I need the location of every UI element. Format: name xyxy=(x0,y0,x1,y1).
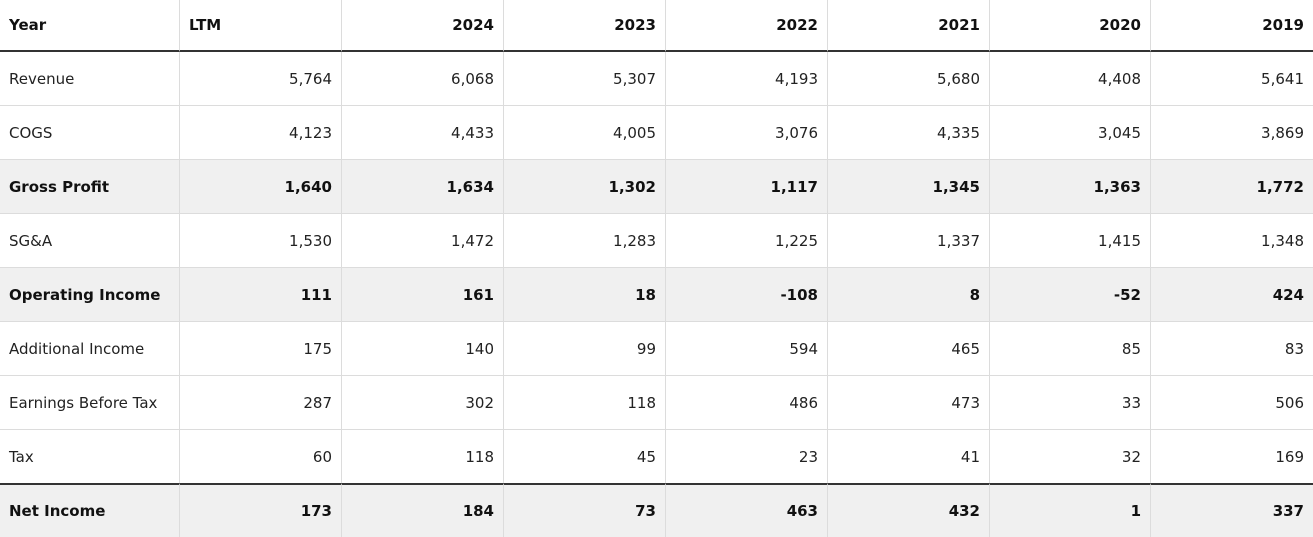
value-cell: 99 xyxy=(504,322,666,376)
header-cell: 2023 xyxy=(504,0,666,52)
value-cell: 18 xyxy=(504,268,666,322)
row-label: Tax xyxy=(0,430,180,484)
value-cell: 432 xyxy=(828,483,990,537)
value-cell: 175 xyxy=(180,322,342,376)
value-cell: 1,472 xyxy=(342,214,504,268)
value-cell: 85 xyxy=(990,322,1151,376)
value-cell: 1,772 xyxy=(1151,160,1313,214)
value-cell: 8 xyxy=(828,268,990,322)
value-cell: 118 xyxy=(342,430,504,484)
row-label: COGS xyxy=(0,106,180,160)
header-cell: 2022 xyxy=(666,0,828,52)
header-cell: Year xyxy=(0,0,180,52)
value-cell: 5,680 xyxy=(828,52,990,106)
value-cell: 4,408 xyxy=(990,52,1151,106)
value-cell: 1,337 xyxy=(828,214,990,268)
value-cell: 118 xyxy=(504,376,666,430)
value-cell: 111 xyxy=(180,268,342,322)
value-cell: 5,641 xyxy=(1151,52,1313,106)
value-cell: 1,415 xyxy=(990,214,1151,268)
value-cell: 1,640 xyxy=(180,160,342,214)
row-label: SG&A xyxy=(0,214,180,268)
value-cell: 337 xyxy=(1151,483,1313,537)
value-cell: 1,283 xyxy=(504,214,666,268)
value-cell: 1,530 xyxy=(180,214,342,268)
header-cell: LTM xyxy=(180,0,342,52)
row-label: Net Income xyxy=(0,483,180,537)
value-cell: 6,068 xyxy=(342,52,504,106)
value-cell: 1,363 xyxy=(990,160,1151,214)
value-cell: 4,123 xyxy=(180,106,342,160)
value-cell: 594 xyxy=(666,322,828,376)
value-cell: 33 xyxy=(990,376,1151,430)
value-cell: 1,348 xyxy=(1151,214,1313,268)
value-cell: 1,634 xyxy=(342,160,504,214)
value-cell: 473 xyxy=(828,376,990,430)
value-cell: 302 xyxy=(342,376,504,430)
value-cell: -52 xyxy=(990,268,1151,322)
value-cell: 4,193 xyxy=(666,52,828,106)
value-cell: 184 xyxy=(342,483,504,537)
value-cell: 506 xyxy=(1151,376,1313,430)
header-cell: 2021 xyxy=(828,0,990,52)
value-cell: 60 xyxy=(180,430,342,484)
value-cell: 173 xyxy=(180,483,342,537)
value-cell: 1,117 xyxy=(666,160,828,214)
value-cell: 465 xyxy=(828,322,990,376)
row-label: Earnings Before Tax xyxy=(0,376,180,430)
value-cell: 32 xyxy=(990,430,1151,484)
value-cell: 41 xyxy=(828,430,990,484)
value-cell: 83 xyxy=(1151,322,1313,376)
value-cell: 1 xyxy=(990,483,1151,537)
value-cell: 3,045 xyxy=(990,106,1151,160)
value-cell: 73 xyxy=(504,483,666,537)
value-cell: 45 xyxy=(504,430,666,484)
value-cell: 1,302 xyxy=(504,160,666,214)
value-cell: 140 xyxy=(342,322,504,376)
value-cell: 486 xyxy=(666,376,828,430)
value-cell: 4,335 xyxy=(828,106,990,160)
value-cell: 169 xyxy=(1151,430,1313,484)
row-label: Operating Income xyxy=(0,268,180,322)
value-cell: 5,764 xyxy=(180,52,342,106)
header-cell: 2024 xyxy=(342,0,504,52)
value-cell: 4,433 xyxy=(342,106,504,160)
row-label: Additional Income xyxy=(0,322,180,376)
value-cell: 463 xyxy=(666,483,828,537)
value-cell: 5,307 xyxy=(504,52,666,106)
row-label: Revenue xyxy=(0,52,180,106)
header-cell: 2019 xyxy=(1151,0,1313,52)
value-cell: 1,225 xyxy=(666,214,828,268)
value-cell: 3,869 xyxy=(1151,106,1313,160)
value-cell: 1,345 xyxy=(828,160,990,214)
value-cell: 287 xyxy=(180,376,342,430)
value-cell: 4,005 xyxy=(504,106,666,160)
row-label: Gross Profit xyxy=(0,160,180,214)
value-cell: 3,076 xyxy=(666,106,828,160)
value-cell: 424 xyxy=(1151,268,1313,322)
header-cell: 2020 xyxy=(990,0,1151,52)
value-cell: -108 xyxy=(666,268,828,322)
value-cell: 23 xyxy=(666,430,828,484)
value-cell: 161 xyxy=(342,268,504,322)
